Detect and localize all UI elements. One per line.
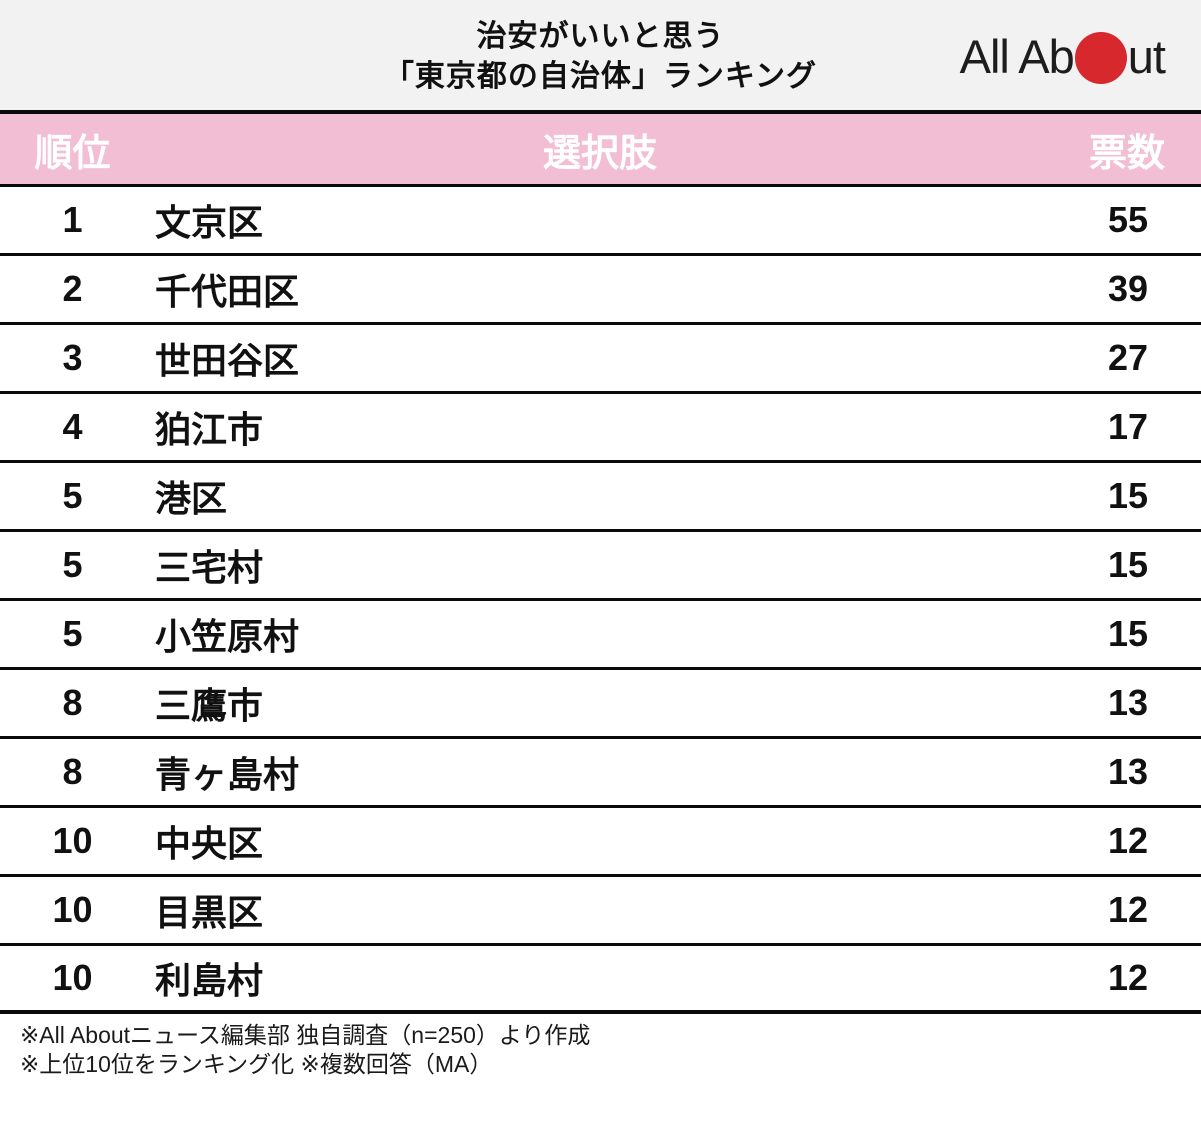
name-cell: 狛江市 [155,409,264,450]
rank-cell: 8 [62,682,83,723]
logo-text-left: All Ab [959,29,1075,83]
rank-cell: 2 [62,268,83,309]
votes-cell: 15 [1107,544,1148,585]
table-row: 8 青ヶ島村 13 [0,739,1201,808]
logo-text-right: ut [1127,29,1166,83]
name-cell: 三宅村 [155,547,264,588]
name-cell: 目黒区 [155,892,264,933]
table-row: 5 三宅村 15 [0,532,1201,601]
votes-cell: 13 [1107,682,1148,723]
table-header-row: 順位 選択肢 票数 [0,110,1201,187]
rank-cell: 5 [62,475,83,516]
table-row: 10 目黒区 12 [0,877,1201,946]
page-title-line1: 治安がいいと思う [476,20,725,53]
votes-cell: 13 [1107,751,1148,792]
name-cell: 港区 [155,478,228,519]
rank-cell: 5 [62,544,83,585]
votes-cell: 15 [1107,613,1148,654]
table-row: 10 中央区 12 [0,808,1201,877]
header-rank: 順位 [34,132,111,175]
header-choice: 選択肢 [542,132,657,175]
logo-red-circle-icon [1074,32,1127,84]
title-bar: 治安がいいと思う 「東京都の自治体」ランキング All Ab ut [0,0,1201,110]
source-note-line2: ※上位10位をランキング化 ※複数回答（MA） [20,1051,493,1077]
name-cell: 小笠原村 [155,616,300,657]
rank-cell: 5 [62,613,83,654]
table-body: 1 文京区 55 2 千代田区 39 3 世田谷区 27 4 狛江市 17 5 … [0,187,1201,1014]
all-about-logo: All Ab ut [959,26,1166,86]
name-cell: 文京区 [155,202,264,243]
name-cell: 千代田区 [155,271,300,312]
page-title-line2: 「東京都の自治体」ランキング [383,60,818,93]
name-cell: 利島村 [155,960,264,1001]
source-note-line1: ※All Aboutニュース編集部 独自調査（n=250）より作成 [20,1022,591,1048]
header-votes: 票数 [1088,132,1165,175]
rank-cell: 4 [62,406,83,447]
votes-cell: 12 [1107,889,1148,930]
source-notes: ※All Aboutニュース編集部 独自調査（n=250）より作成 ※上位10位… [0,1014,1201,1079]
votes-cell: 39 [1107,268,1148,309]
table-row: 8 三鷹市 13 [0,670,1201,739]
votes-cell: 27 [1107,337,1148,378]
table-row: 10 利島村 12 [0,946,1201,1014]
rank-cell: 3 [62,337,83,378]
table-row: 5 小笠原村 15 [0,601,1201,670]
votes-cell: 17 [1107,406,1148,447]
votes-cell: 55 [1107,199,1148,240]
name-cell: 青ヶ島村 [155,754,300,795]
rank-cell: 10 [52,957,93,998]
rank-cell: 8 [62,751,83,792]
name-cell: 中央区 [155,823,264,864]
name-cell: 三鷹市 [155,685,264,726]
table-row: 1 文京区 55 [0,187,1201,256]
votes-cell: 12 [1107,820,1148,861]
table-row: 3 世田谷区 27 [0,325,1201,394]
table-row: 5 港区 15 [0,463,1201,532]
votes-cell: 12 [1107,957,1148,998]
rank-cell: 10 [52,889,93,930]
name-cell: 世田谷区 [155,340,300,381]
page-title: 治安がいいと思う 「東京都の自治体」ランキング [0,17,1201,97]
votes-cell: 15 [1107,475,1148,516]
rank-cell: 1 [62,199,83,240]
table-row: 4 狛江市 17 [0,394,1201,463]
table-row: 2 千代田区 39 [0,256,1201,325]
rank-cell: 10 [52,820,93,861]
